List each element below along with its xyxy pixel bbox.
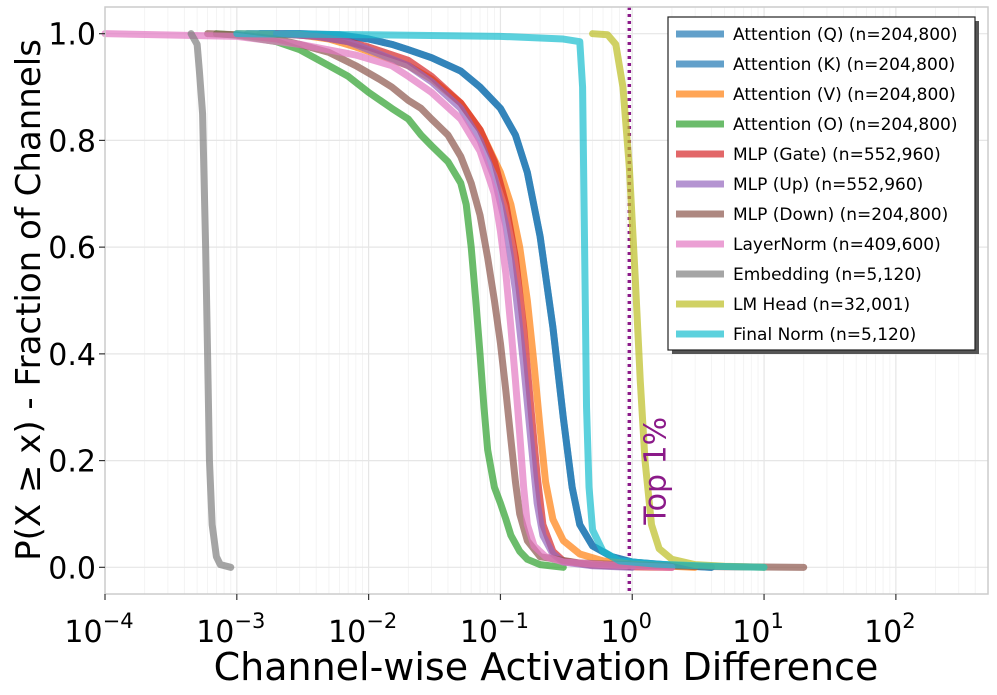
y-tick-label: 0.0 [48,551,96,586]
series-line-8 [187,30,235,571]
legend-label: LM Head (n=32,001) [733,295,910,315]
legend-label: Attention (Q) (n=204,800) [733,25,958,45]
y-axis-ticks: 0.0 0.2 0.4 0.6 0.8 1.0 [48,18,105,586]
legend-label: Embedding (n=5,120) [733,265,922,285]
legend-label: MLP (Gate) (n=552,960) [733,145,941,165]
y-tick-label: 0.4 [48,338,96,373]
legend-label: MLP (Down) (n=204,800) [733,205,948,225]
series-line-7 [101,30,676,571]
x-tick-label: 10−1 [460,609,529,650]
legend-label: Final Norm (n=5,120) [733,325,916,345]
x-tick-label: 101 [732,609,784,650]
x-axis-ticks: 10−4 10−3 10−2 10−1 100 101 102 [64,594,916,650]
x-tick-label: 102 [864,609,916,650]
x-axis-label: Channel-wise Activation Difference [214,645,879,689]
x-tick-label: 100 [600,609,652,650]
legend-label: LayerNorm (n=409,600) [733,235,941,255]
series-line-10 [233,30,768,571]
legend-items: Attention (Q) (n=204,800) Attention (K) (… [676,25,958,345]
series-lines [101,30,808,571]
legend-label: Attention (O) (n=204,800) [733,115,958,135]
x-tick-label: 10−2 [328,609,397,650]
y-tick-label: 0.6 [48,231,96,266]
legend-label: Attention (V) (n=204,800) [733,85,956,105]
x-tick-label: 10−4 [64,609,133,650]
x-tick-label: 10−3 [196,609,265,650]
y-tick-label: 0.8 [48,124,96,159]
y-tick-label: 1.0 [48,18,96,53]
y-tick-label: 0.2 [48,445,96,480]
series-line-5 [272,30,636,571]
legend: Attention (Q) (n=204,800) Attention (K) (… [667,16,979,354]
reference-line-label: Top 1% [638,417,673,526]
legend-label: Attention (K) (n=204,800) [733,55,955,75]
series-line-3 [212,30,567,571]
legend-label: MLP (Up) (n=552,960) [733,175,923,195]
y-axis-label: P(X ≥ x) - Fraction of Channels [9,39,49,561]
plot-frame [104,6,989,595]
